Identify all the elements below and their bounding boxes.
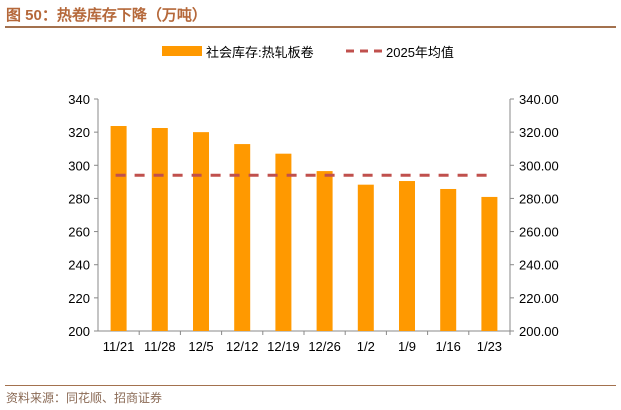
- bar: [316, 171, 333, 331]
- bar: [481, 196, 498, 331]
- y-tick-label-right: 320.00: [519, 125, 559, 140]
- x-tick-label: 11/28: [144, 339, 176, 354]
- y-tick-label-right: 340.00: [519, 92, 559, 107]
- x-tick-label: 1/16: [436, 339, 461, 354]
- legend-label-line: 2025年均值: [386, 45, 454, 60]
- x-tick-label: 12/12: [226, 339, 259, 354]
- bar: [193, 132, 209, 331]
- legend-label-bar: 社会库存:热轧板卷: [206, 45, 314, 60]
- bar: [151, 128, 168, 331]
- y-tick-label-right: 240.00: [519, 258, 559, 273]
- x-tick-label: 12/19: [267, 339, 300, 354]
- bar: [110, 126, 127, 331]
- bar: [440, 188, 457, 331]
- title-divider: [5, 26, 616, 28]
- bar: [275, 153, 292, 331]
- bar: [234, 144, 251, 331]
- x-tick-label: 11/21: [103, 339, 135, 354]
- x-tick-label: 12/5: [188, 339, 213, 354]
- y-tick-label-left: 240: [68, 258, 90, 273]
- bar: [399, 181, 415, 331]
- x-tick-label: 12/26: [308, 339, 341, 354]
- source-note: 资料来源：同花顺、招商证券: [6, 391, 163, 405]
- y-tick-label-left: 280: [68, 191, 90, 206]
- y-tick-label-left: 340: [68, 92, 90, 107]
- legend-swatch-bar: [162, 46, 202, 56]
- y-tick-label-left: 220: [68, 291, 90, 306]
- y-tick-label-right: 300.00: [519, 158, 559, 173]
- bar: [357, 184, 374, 331]
- y-tick-label-left: 260: [68, 225, 90, 240]
- x-tick-label: 1/2: [357, 339, 375, 354]
- figure-title: 图 50：热卷库存下降（万吨）: [6, 7, 207, 24]
- y-tick-label-right: 260.00: [519, 225, 559, 240]
- y-tick-label-left: 320: [68, 125, 90, 140]
- footer-divider: [5, 385, 616, 386]
- x-tick-label: 1/23: [477, 339, 502, 354]
- x-tick-label: 1/9: [398, 339, 416, 354]
- y-tick-label-left: 300: [68, 158, 90, 173]
- y-tick-label-right: 220.00: [519, 291, 559, 306]
- chart: 200 200.00 220 220.00 240 240.00 260 260.00 280 2…: [68, 45, 559, 354]
- y-tick-label-left: 200: [68, 324, 90, 339]
- y-tick-label-right: 200.00: [519, 324, 559, 339]
- y-tick-label-right: 280.00: [519, 191, 559, 206]
